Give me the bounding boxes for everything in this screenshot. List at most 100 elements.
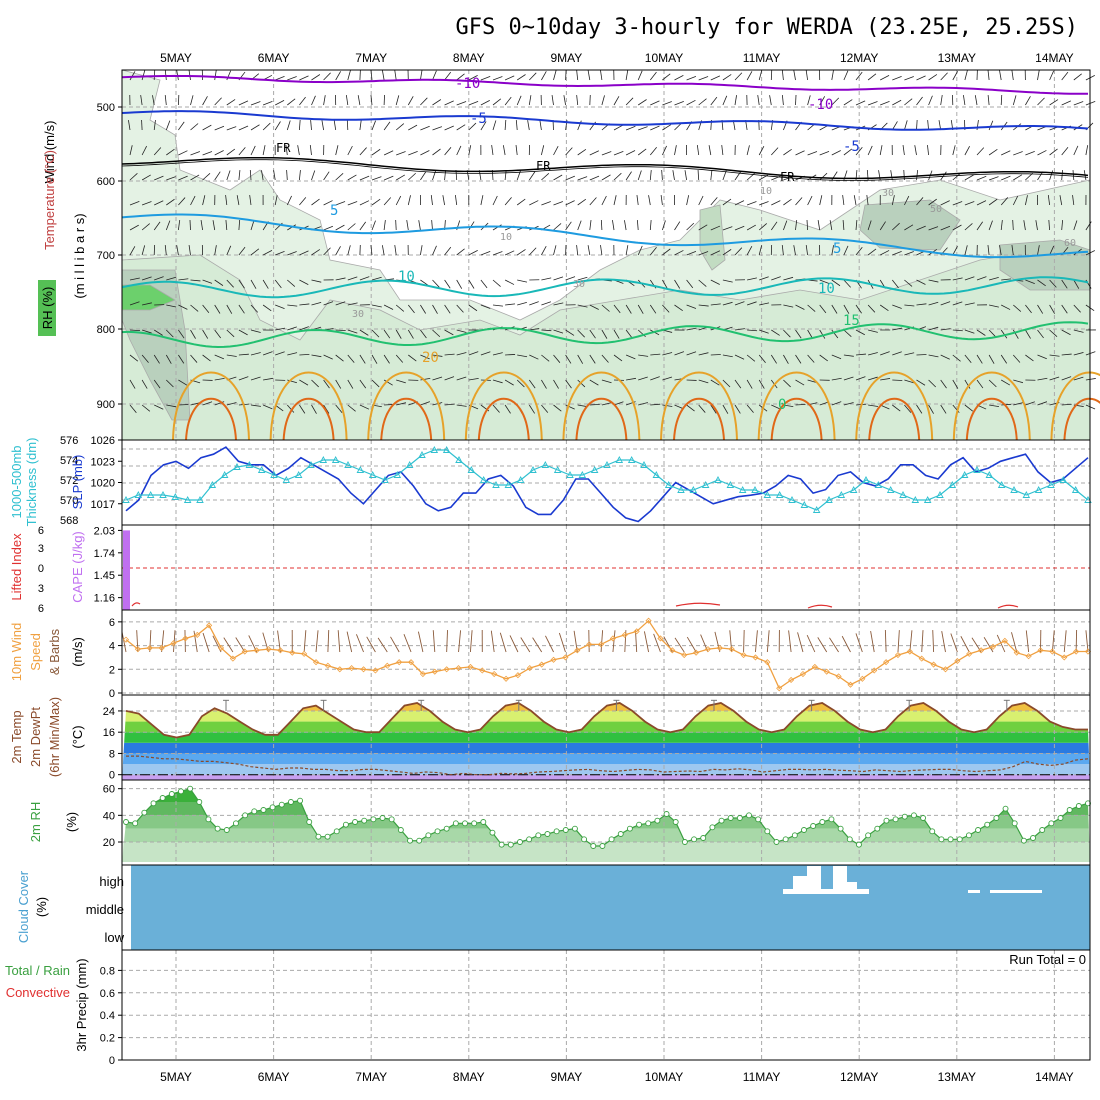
wind-barb xyxy=(432,354,443,357)
rh-point xyxy=(837,825,844,832)
label-rh60: 60 xyxy=(1064,238,1076,249)
wind-barb xyxy=(638,376,648,381)
thickness-axis-title-2: Thickness (dm) xyxy=(24,438,39,527)
date-label: 10MAY xyxy=(645,51,683,65)
wind-barb xyxy=(250,329,261,333)
wind-barb xyxy=(758,145,765,156)
wind-barb xyxy=(636,195,639,206)
cross-section-panel: -10 -10 -5 -5 FR FR FR 5 5 10 10 15 20 0… xyxy=(97,69,1100,441)
label-t-minus10a: -10 xyxy=(455,76,480,92)
wind-barb xyxy=(311,301,322,306)
wind-barb xyxy=(359,147,367,156)
wind-barb xyxy=(964,354,972,363)
wind-barb xyxy=(891,195,895,206)
wind-barb xyxy=(381,245,385,256)
rh-point xyxy=(1066,807,1073,813)
wind-barb xyxy=(868,329,878,333)
wind-barb xyxy=(650,353,661,356)
tick-label: 600 xyxy=(97,176,115,188)
wind-barb xyxy=(189,219,191,231)
wind-barb xyxy=(275,351,285,356)
wind-barb xyxy=(988,220,993,231)
wind-barb xyxy=(166,276,177,281)
wind-barb xyxy=(890,170,893,181)
wind-barb xyxy=(202,632,210,653)
wind-barb xyxy=(529,200,539,206)
date-label: 13MAY xyxy=(938,51,976,65)
wind-barb xyxy=(515,120,518,131)
rh-point xyxy=(599,843,606,849)
wind-speed-point xyxy=(776,685,783,692)
wind-barb xyxy=(1025,279,1035,284)
rh-point xyxy=(123,819,129,825)
wind-barb xyxy=(528,379,536,389)
thickness-point xyxy=(936,491,944,498)
tick-label: 576 xyxy=(60,435,78,447)
wind-barb xyxy=(1061,376,1072,381)
wind-barb xyxy=(287,352,298,356)
label-t10b: 10 xyxy=(818,281,835,297)
wind-barb xyxy=(674,351,685,356)
wind-barb xyxy=(311,249,321,256)
wind-speed-point xyxy=(514,672,521,679)
thickness-point xyxy=(923,496,932,503)
wind-barb xyxy=(758,245,763,256)
wind-barb xyxy=(987,70,990,81)
rh-point xyxy=(434,828,441,835)
wind-barb xyxy=(841,635,851,653)
wind-barb xyxy=(286,120,291,131)
wind-barb xyxy=(662,145,667,156)
wind-barb xyxy=(141,145,148,156)
wind-barb xyxy=(492,352,503,356)
wind-barb xyxy=(335,201,346,206)
wind-barb xyxy=(299,353,310,356)
wind-speed-point xyxy=(586,641,593,648)
wind-barb xyxy=(795,197,803,206)
rh-point xyxy=(168,791,175,797)
wind-barb xyxy=(928,379,937,388)
rh-point xyxy=(361,817,368,824)
wind-barb xyxy=(674,304,683,312)
wind-speed-point xyxy=(978,647,985,654)
thickness-point xyxy=(837,491,846,498)
wind-barb xyxy=(880,378,891,381)
wind-barb xyxy=(327,630,330,653)
rh-point xyxy=(938,836,945,843)
wind-barb xyxy=(420,150,430,156)
wind-barb xyxy=(650,376,660,381)
wind-speed-point xyxy=(146,644,153,652)
wind-barb xyxy=(202,401,213,406)
cape-axis-title: CAPE (J/kg) xyxy=(70,531,85,603)
wind-speed-point xyxy=(479,667,486,674)
wind-barb xyxy=(589,354,596,364)
date-label: 12MAY xyxy=(840,51,878,65)
contour-5 xyxy=(121,213,1089,259)
wind-barb xyxy=(941,631,946,653)
wind-barb xyxy=(262,250,273,256)
wind-barb xyxy=(940,379,947,389)
wind-barb xyxy=(758,379,765,389)
wind-barb xyxy=(964,223,973,231)
wind-speed-point xyxy=(538,661,545,668)
wind-barb xyxy=(202,96,208,106)
wind-barb xyxy=(238,219,241,231)
wind-barb xyxy=(674,250,684,256)
wind-barb xyxy=(884,630,887,653)
wind-barb xyxy=(480,99,490,106)
wind-barb xyxy=(1011,632,1018,653)
wind-barb xyxy=(940,354,950,360)
wind-speed-point xyxy=(859,675,866,682)
wind-barb xyxy=(504,75,515,81)
wind-barb xyxy=(601,174,611,181)
thickness-point xyxy=(677,486,685,493)
wind-barb xyxy=(458,630,462,653)
wind-barb xyxy=(1049,329,1058,337)
wind-barb xyxy=(988,276,999,281)
date-label: 6MAY xyxy=(258,51,290,65)
wind-barb xyxy=(141,354,149,363)
label-fr2: FR xyxy=(536,159,551,173)
thickness-point xyxy=(159,491,167,498)
wind-barb xyxy=(238,376,249,381)
temp-axis-title-a: 2m Temp xyxy=(9,710,24,763)
wind-barb xyxy=(141,201,152,206)
